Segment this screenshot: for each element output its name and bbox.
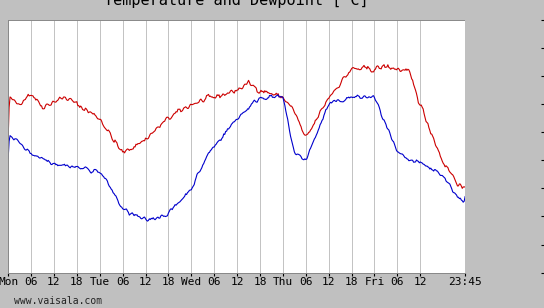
Text: Temperature and Dewpoint [°C]: Temperature and Dewpoint [°C] <box>104 0 369 8</box>
Text: www.vaisala.com: www.vaisala.com <box>14 297 102 306</box>
